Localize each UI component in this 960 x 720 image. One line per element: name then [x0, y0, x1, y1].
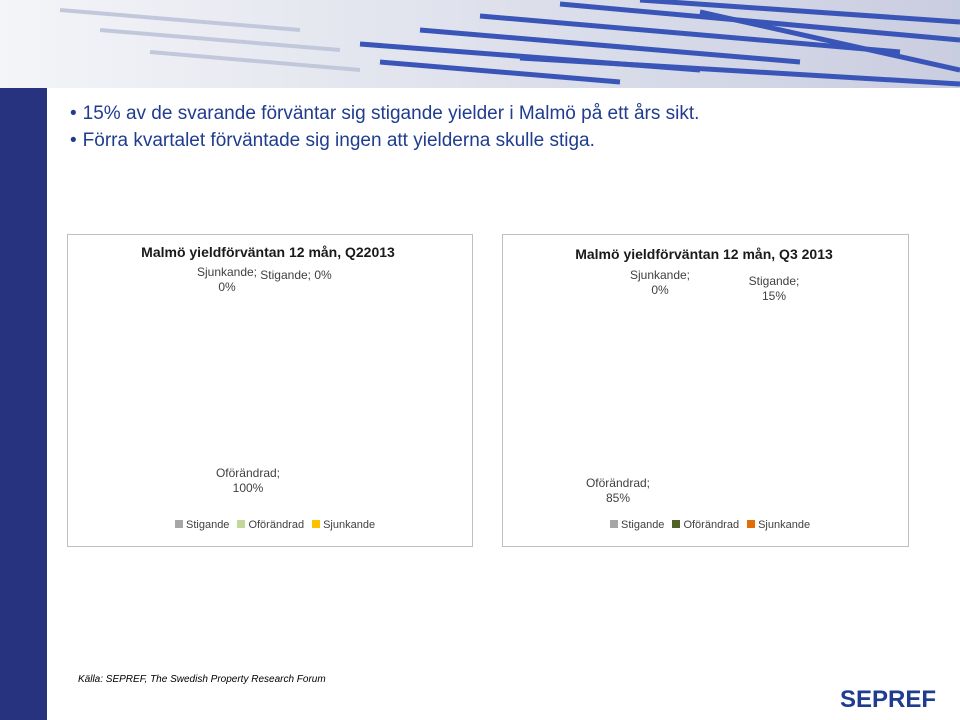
legend-label: Oförändrad	[248, 519, 305, 531]
legend-swatch	[610, 520, 618, 528]
legend-item: Oförändrad	[672, 519, 739, 531]
source: Källa: SEPREF, The Swedish Property Rese…	[78, 674, 326, 685]
legend-label: Sjunkande	[758, 519, 811, 531]
chart-frame	[67, 234, 473, 547]
legend-item: Stigande	[610, 519, 664, 531]
data-label: Oförändrad; 85%	[585, 476, 651, 505]
logo: SEPREF	[840, 686, 937, 713]
legend-swatch	[312, 520, 321, 528]
legend-item: Oförändrad	[237, 519, 304, 531]
side-bar	[0, 88, 47, 720]
legend-swatch	[175, 520, 183, 528]
legend-label: Stigande	[186, 519, 230, 531]
bullet: Förra kvartalet förväntade sig ingen att…	[70, 130, 595, 152]
chart-title: Malmö yieldförväntan 12 mån, Q22013	[141, 244, 395, 260]
legend: Stigande Oförändrad Sjunkande	[175, 519, 383, 531]
chart-title: Malmö yieldförväntan 12 mån, Q3 2013	[575, 246, 833, 262]
legend-item: Sjunkande	[747, 519, 810, 531]
data-label: Oförändrad; 100%	[215, 466, 281, 495]
bullet: 15% av de svarande förväntar sig stigand…	[70, 103, 700, 125]
legend-item: Stigande	[175, 519, 229, 531]
legend-swatch	[747, 520, 756, 528]
legend-swatch	[237, 520, 246, 528]
banner-stripes	[359, 0, 960, 87]
data-label: Stigande; 15%	[748, 274, 800, 303]
banner-stripes-light	[59, 8, 361, 72]
legend-label: Stigande	[621, 519, 665, 531]
data-label: Stigande; 0%	[260, 268, 332, 282]
data-label: Sjunkande; 0%	[196, 265, 258, 294]
legend: Stigande Oförändrad Sjunkande	[610, 519, 818, 531]
legend-label: Oförändrad	[683, 519, 740, 531]
legend-label: Sjunkande	[323, 519, 376, 531]
data-label: Sjunkande; 0%	[629, 268, 691, 297]
legend-swatch	[672, 520, 681, 528]
chart-frame	[502, 234, 909, 547]
legend-item: Sjunkande	[312, 519, 375, 531]
